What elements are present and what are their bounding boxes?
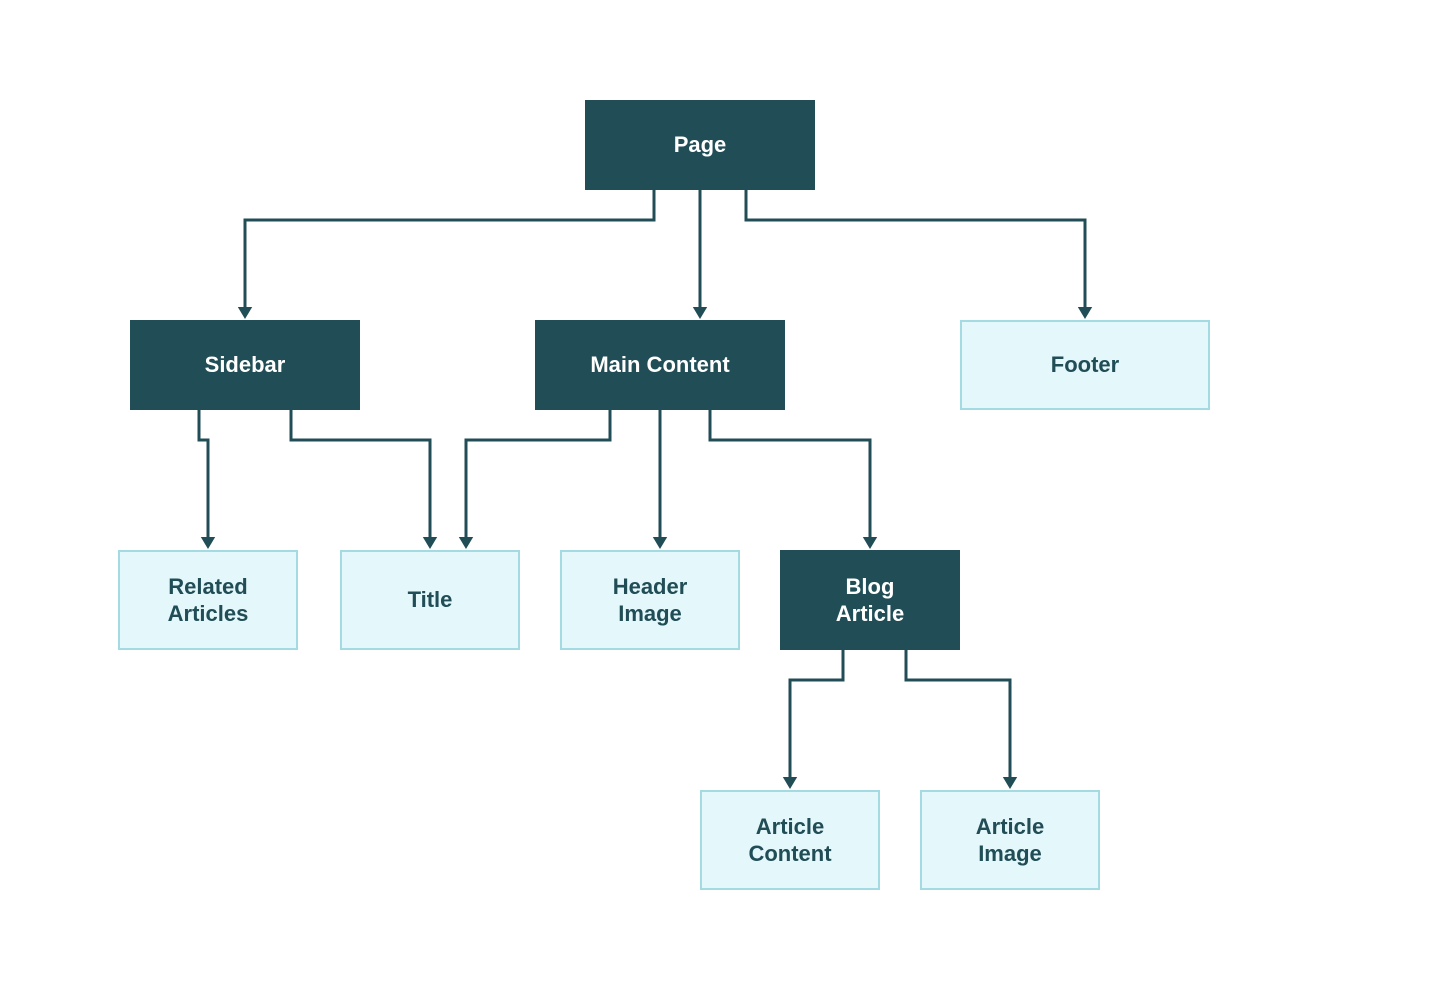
node-title: Title (340, 550, 520, 650)
node-label: Main Content (590, 351, 729, 379)
node-sidebar: Sidebar (130, 320, 360, 410)
node-label: Page (674, 131, 727, 159)
node-header-image: HeaderImage (560, 550, 740, 650)
node-label: ArticleImage (976, 813, 1044, 868)
node-label: ArticleContent (748, 813, 831, 868)
node-label: Sidebar (205, 351, 286, 379)
node-main-content: Main Content (535, 320, 785, 410)
node-label: HeaderImage (613, 573, 688, 628)
node-label: RelatedArticles (168, 573, 249, 628)
diagram-canvas: Page Sidebar Main Content Footer Related… (0, 0, 1440, 1000)
node-blog-article: BlogArticle (780, 550, 960, 650)
node-article-content: ArticleContent (700, 790, 880, 890)
node-article-image: ArticleImage (920, 790, 1100, 890)
node-label: Title (408, 586, 453, 614)
node-footer: Footer (960, 320, 1210, 410)
node-label: BlogArticle (836, 573, 904, 628)
node-page: Page (585, 100, 815, 190)
node-label: Footer (1051, 351, 1119, 379)
node-related-articles: RelatedArticles (118, 550, 298, 650)
